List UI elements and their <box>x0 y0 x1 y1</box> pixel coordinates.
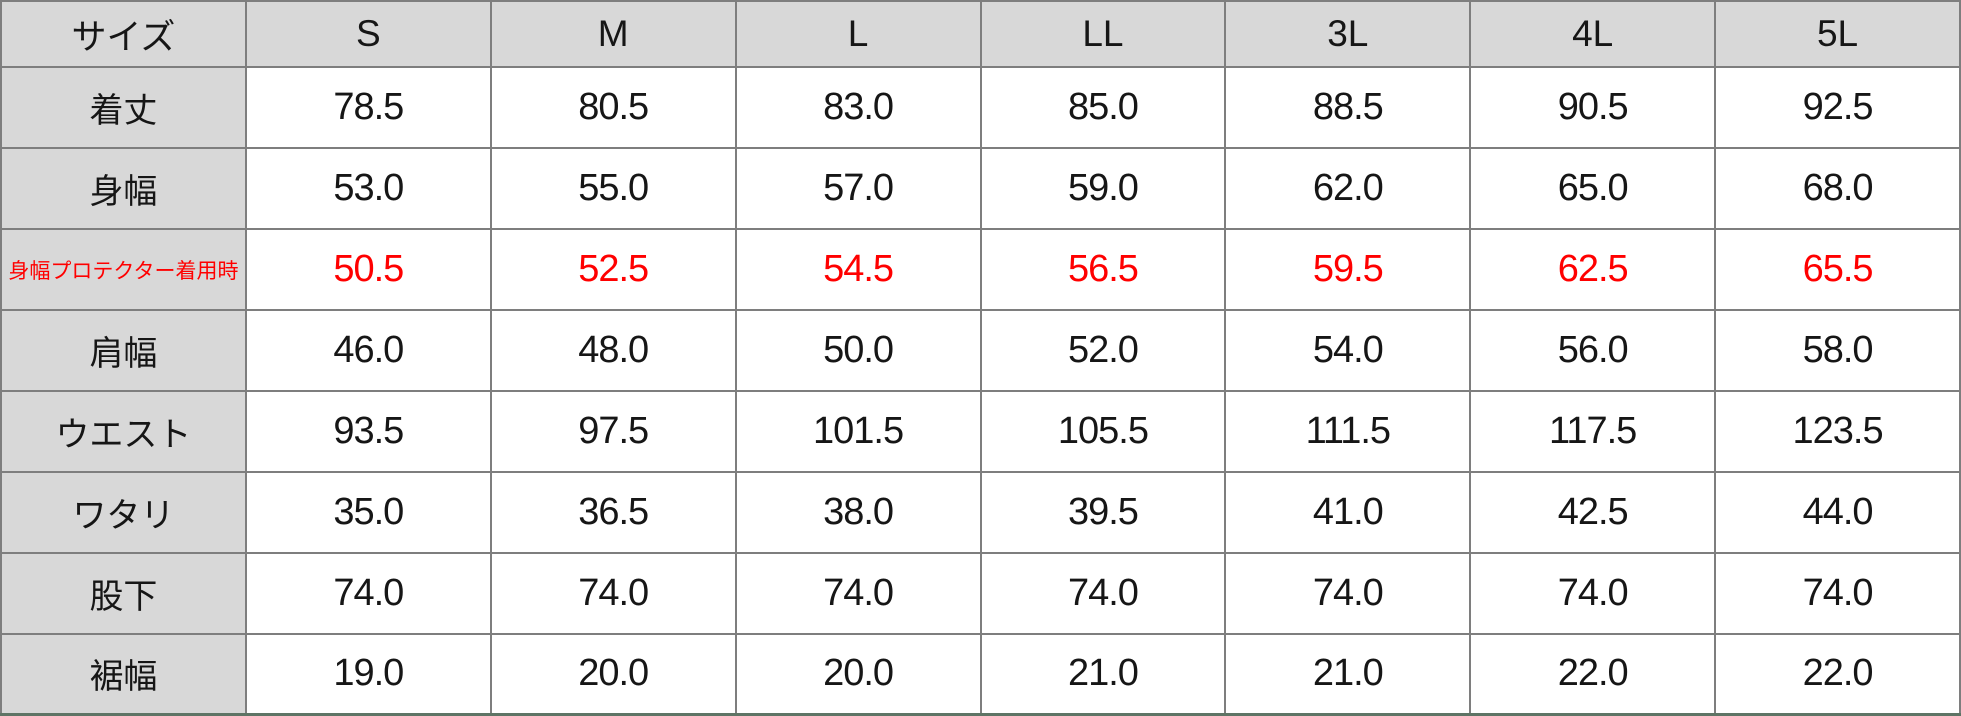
row-label-shoulder-width: 肩幅 <box>0 309 247 392</box>
value-cell-highlight: 56.5 <box>979 228 1227 311</box>
value-cell: 74.0 <box>734 552 982 635</box>
value-cell: 22.0 <box>1469 633 1717 716</box>
column-header-l: L <box>734 0 982 68</box>
value-cell: 20.0 <box>734 633 982 716</box>
value-cell: 80.5 <box>489 66 737 149</box>
value-cell: 46.0 <box>244 309 492 392</box>
value-cell: 22.0 <box>1714 633 1961 716</box>
column-header-4l: 4L <box>1469 0 1717 68</box>
value-cell: 54.0 <box>1224 309 1472 392</box>
value-cell: 36.5 <box>489 471 737 554</box>
value-cell-highlight: 65.5 <box>1714 228 1961 311</box>
value-cell: 57.0 <box>734 147 982 230</box>
value-cell: 101.5 <box>734 390 982 473</box>
value-cell: 68.0 <box>1714 147 1961 230</box>
value-cell: 90.5 <box>1469 66 1717 149</box>
value-cell: 38.0 <box>734 471 982 554</box>
row-label-chest-width-with-protector: 身幅プロテクター着用時 <box>0 228 247 311</box>
value-cell: 105.5 <box>979 390 1227 473</box>
value-cell: 35.0 <box>244 471 492 554</box>
value-cell-highlight: 54.5 <box>734 228 982 311</box>
value-cell: 62.0 <box>1224 147 1472 230</box>
value-cell: 93.5 <box>244 390 492 473</box>
value-cell: 65.0 <box>1469 147 1717 230</box>
value-cell: 74.0 <box>1224 552 1472 635</box>
value-cell: 74.0 <box>979 552 1227 635</box>
value-cell-highlight: 52.5 <box>489 228 737 311</box>
table-row-length: 着丈 78.5 80.5 83.0 85.0 88.5 90.5 92.5 <box>0 66 1961 149</box>
value-cell: 53.0 <box>244 147 492 230</box>
value-cell: 48.0 <box>489 309 737 392</box>
value-cell: 74.0 <box>1469 552 1717 635</box>
value-cell: 83.0 <box>734 66 982 149</box>
table-row-thigh-width: ワタリ 35.0 36.5 38.0 39.5 41.0 42.5 44.0 <box>0 471 1961 554</box>
value-cell: 55.0 <box>489 147 737 230</box>
row-label-hem-width: 裾幅 <box>0 633 247 716</box>
value-cell-highlight: 62.5 <box>1469 228 1717 311</box>
value-cell: 21.0 <box>1224 633 1472 716</box>
value-cell: 42.5 <box>1469 471 1717 554</box>
row-label-thigh-width: ワタリ <box>0 471 247 554</box>
value-cell: 117.5 <box>1469 390 1717 473</box>
row-label-chest-width: 身幅 <box>0 147 247 230</box>
row-label-length: 着丈 <box>0 66 247 149</box>
corner-header-size: サイズ <box>0 0 247 68</box>
table-row-chest-width-with-protector: 身幅プロテクター着用時 50.5 52.5 54.5 56.5 59.5 62.… <box>0 228 1961 311</box>
header-row: サイズ S M L LL 3L 4L 5L <box>0 0 1961 68</box>
value-cell: 52.0 <box>979 309 1227 392</box>
value-cell: 111.5 <box>1224 390 1472 473</box>
table-row-waist: ウエスト 93.5 97.5 101.5 105.5 111.5 117.5 1… <box>0 390 1961 473</box>
table-row-inseam: 股下 74.0 74.0 74.0 74.0 74.0 74.0 74.0 <box>0 552 1961 635</box>
value-cell: 21.0 <box>979 633 1227 716</box>
value-cell: 39.5 <box>979 471 1227 554</box>
value-cell: 50.0 <box>734 309 982 392</box>
column-header-3l: 3L <box>1224 0 1472 68</box>
column-header-s: S <box>244 0 492 68</box>
value-cell: 74.0 <box>1714 552 1961 635</box>
size-chart-body: 着丈 78.5 80.5 83.0 85.0 88.5 90.5 92.5 身幅… <box>0 66 1961 716</box>
row-label-inseam: 股下 <box>0 552 247 635</box>
column-header-ll: LL <box>979 0 1227 68</box>
value-cell: 56.0 <box>1469 309 1717 392</box>
column-header-5l: 5L <box>1714 0 1961 68</box>
value-cell: 19.0 <box>244 633 492 716</box>
value-cell: 41.0 <box>1224 471 1472 554</box>
value-cell: 97.5 <box>489 390 737 473</box>
value-cell: 74.0 <box>244 552 492 635</box>
value-cell: 123.5 <box>1714 390 1961 473</box>
size-chart-header: サイズ S M L LL 3L 4L 5L <box>0 0 1961 68</box>
value-cell: 58.0 <box>1714 309 1961 392</box>
value-cell-highlight: 50.5 <box>244 228 492 311</box>
table-row-hem-width: 裾幅 19.0 20.0 20.0 21.0 21.0 22.0 22.0 <box>0 633 1961 716</box>
value-cell: 78.5 <box>244 66 492 149</box>
value-cell: 92.5 <box>1714 66 1961 149</box>
value-cell: 44.0 <box>1714 471 1961 554</box>
row-label-waist: ウエスト <box>0 390 247 473</box>
value-cell-highlight: 59.5 <box>1224 228 1472 311</box>
column-header-m: M <box>489 0 737 68</box>
value-cell: 85.0 <box>979 66 1227 149</box>
value-cell: 74.0 <box>489 552 737 635</box>
value-cell: 88.5 <box>1224 66 1472 149</box>
table-row-chest-width: 身幅 53.0 55.0 57.0 59.0 62.0 65.0 68.0 <box>0 147 1961 230</box>
table-row-shoulder-width: 肩幅 46.0 48.0 50.0 52.0 54.0 56.0 58.0 <box>0 309 1961 392</box>
value-cell: 20.0 <box>489 633 737 716</box>
value-cell: 59.0 <box>979 147 1227 230</box>
